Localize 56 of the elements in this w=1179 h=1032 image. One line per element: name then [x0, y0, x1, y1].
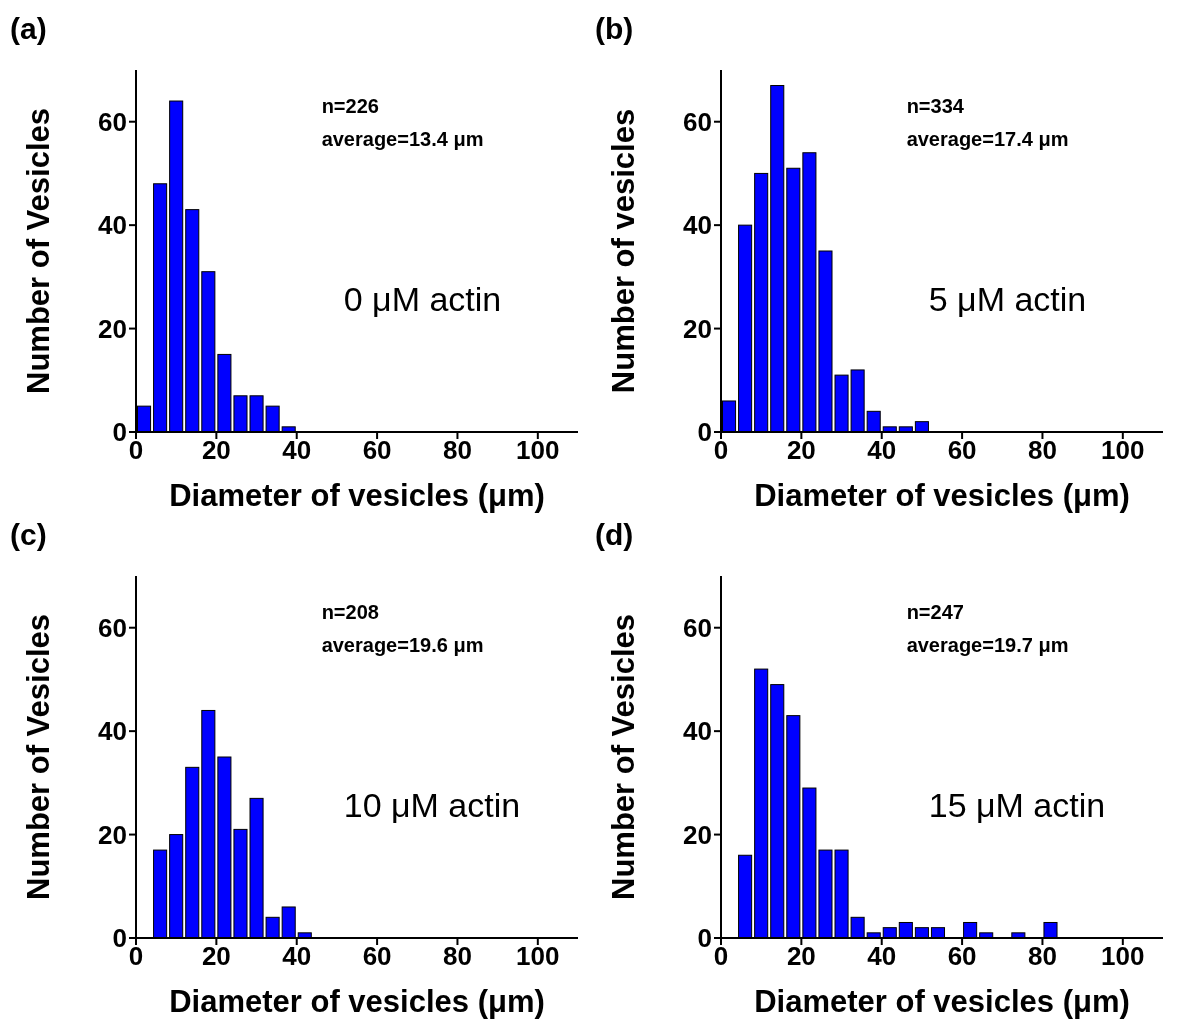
x-tick-label: 100 [516, 435, 560, 466]
annotation: n=247 [906, 601, 964, 625]
annotation: average=13.4 μm [321, 127, 484, 151]
chart-title: (d) [595, 518, 634, 552]
annotation: 5 μM actin [928, 279, 1087, 319]
y-tick-label: 40 [683, 716, 712, 747]
x-tick-label: 40 [867, 435, 897, 466]
y-tick-label: 40 [98, 716, 127, 747]
y-tick-label: 20 [98, 819, 127, 850]
y-tick-label: 40 [98, 210, 127, 241]
annotation: n=208 [321, 601, 379, 625]
annotation: 15 μM actin [928, 785, 1106, 825]
x-tick-label: 80 [1027, 941, 1057, 972]
x-tick-label: 20 [786, 941, 816, 972]
annotation: average=17.4 μm [906, 127, 1069, 151]
annotation: n=334 [906, 95, 964, 119]
y-tick-label: 40 [683, 210, 712, 241]
x-tick-label: 40 [282, 435, 312, 466]
x-tick-label: 20 [201, 435, 231, 466]
y-tick-label: 60 [683, 106, 712, 137]
x-tick-label: 60 [362, 941, 392, 972]
x-tick-label: 100 [1101, 435, 1145, 466]
x-tick-label: 40 [282, 941, 312, 972]
chart-title: (b) [595, 12, 634, 46]
y-tick-label: 60 [98, 612, 127, 643]
y-tick-label: 20 [683, 819, 712, 850]
x-axis-title: Diameter of vesicles (μm) [169, 478, 545, 513]
y-tick-label: 60 [98, 106, 127, 137]
x-tick-label: 20 [201, 941, 231, 972]
x-tick-label: 60 [947, 941, 977, 972]
y-axis-title: Number of vesicles [606, 108, 642, 394]
y-axis-title: Number of Vesicles [21, 613, 57, 901]
x-tick-label: 100 [1101, 941, 1145, 972]
x-tick-label: 80 [442, 435, 472, 466]
x-tick-label: 80 [1027, 435, 1057, 466]
annotation: 0 μM actin [343, 279, 502, 319]
y-axis-title: Number of Vesicles [21, 107, 57, 395]
x-tick-label: 60 [947, 435, 977, 466]
y-tick-label: 60 [683, 612, 712, 643]
chart-title: (a) [10, 12, 47, 46]
x-tick-label: 80 [442, 941, 472, 972]
x-tick-label: 20 [786, 435, 816, 466]
annotation: 10 μM actin [343, 785, 521, 825]
x-axis-title: Diameter of vesicles (μm) [169, 984, 545, 1019]
y-tick-label: 20 [683, 313, 712, 344]
x-axis-title: Diameter of vesicles (μm) [754, 478, 1130, 513]
chart-title: (c) [10, 518, 47, 552]
x-axis-title: Diameter of vesicles (μm) [754, 984, 1130, 1019]
annotation: average=19.7 μm [906, 633, 1069, 657]
y-axis-title: Number of Vesicles [606, 613, 642, 901]
x-tick-label: 100 [516, 941, 560, 972]
x-tick-label: 40 [867, 941, 897, 972]
annotation: n=226 [321, 95, 379, 119]
x-tick-label: 60 [362, 435, 392, 466]
y-tick-label: 20 [98, 313, 127, 344]
annotation: average=19.6 μm [321, 633, 484, 657]
